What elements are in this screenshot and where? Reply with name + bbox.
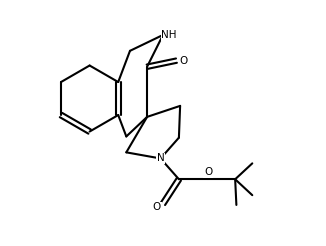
Text: NH: NH (161, 30, 177, 40)
Text: O: O (204, 168, 212, 177)
Text: N: N (157, 154, 164, 164)
Text: O: O (179, 56, 187, 66)
Text: O: O (153, 202, 161, 212)
